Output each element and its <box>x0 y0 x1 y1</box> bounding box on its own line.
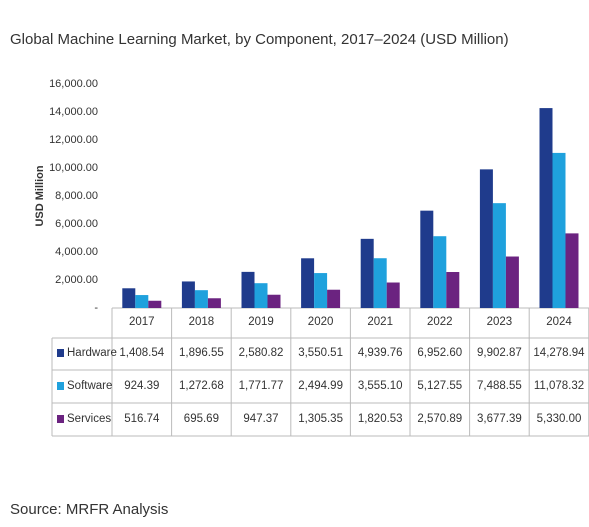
value-label: 5,330.00 <box>537 413 582 425</box>
y-tick-label: 6,000.00 <box>55 218 98 230</box>
value-label: 9,902.87 <box>477 347 522 359</box>
bar <box>254 283 268 308</box>
value-label: 3,677.39 <box>477 413 522 425</box>
x-tick-label: 2017 <box>129 316 155 328</box>
bar <box>433 236 447 308</box>
y-tick-label: 14,000.00 <box>49 106 98 118</box>
value-label: 1,305.35 <box>298 413 343 425</box>
bar <box>122 288 136 308</box>
bar <box>492 203 506 308</box>
value-label: 3,550.51 <box>298 347 343 359</box>
bar <box>207 298 221 308</box>
source: Source: MRFR Analysis <box>10 501 168 518</box>
x-tick-label: 2023 <box>487 316 513 328</box>
legend-swatch <box>57 349 64 357</box>
value-label: 1,820.53 <box>358 413 403 425</box>
bar <box>135 295 149 308</box>
bar <box>446 272 460 308</box>
x-tick-label: 2020 <box>308 316 334 328</box>
value-label: 1,896.55 <box>179 347 224 359</box>
value-label: 3,555.10 <box>358 380 403 392</box>
x-tick-label: 2018 <box>189 316 215 328</box>
value-label: 947.37 <box>243 413 278 425</box>
bar <box>360 238 374 308</box>
y-tick-label: 8,000.00 <box>55 190 98 202</box>
value-label: 924.39 <box>124 380 159 392</box>
value-label: 1,272.68 <box>179 380 224 392</box>
value-label: 2,494.99 <box>298 380 343 392</box>
value-label: 6,952.60 <box>417 347 462 359</box>
bar <box>420 210 434 308</box>
y-tick-label: - <box>94 302 98 314</box>
bar <box>314 273 328 308</box>
bar <box>373 258 387 308</box>
value-label: 2,570.89 <box>417 413 462 425</box>
value-label: 5,127.55 <box>417 380 462 392</box>
y-tick-label: 4,000.00 <box>55 246 98 258</box>
legend-label: Software <box>67 380 112 392</box>
bar <box>505 256 519 308</box>
bar <box>194 290 208 308</box>
x-tick-label: 2021 <box>367 316 393 328</box>
legend-swatch <box>57 415 64 423</box>
chart-title: Global Machine Learning Market, by Compo… <box>10 31 509 48</box>
bar <box>327 289 341 308</box>
value-label: 695.69 <box>184 413 219 425</box>
bar <box>386 282 400 308</box>
bar <box>479 169 493 308</box>
value-label: 2,580.82 <box>239 347 284 359</box>
bar <box>148 300 162 308</box>
value-label: 1,408.54 <box>119 347 164 359</box>
value-label: 7,488.55 <box>477 380 522 392</box>
legend-label: Services <box>67 413 111 425</box>
x-tick-label: 2022 <box>427 316 453 328</box>
x-tick-label: 2019 <box>248 316 274 328</box>
value-label: 516.74 <box>124 413 160 425</box>
bar <box>539 108 553 308</box>
value-label: 1,771.77 <box>239 380 284 392</box>
legend-label: Hardware <box>67 347 117 359</box>
value-label: 4,939.76 <box>358 347 403 359</box>
bar <box>267 294 281 308</box>
x-tick-label: 2024 <box>546 316 572 328</box>
value-label: 11,078.32 <box>534 380 584 392</box>
bar <box>301 258 315 308</box>
bar <box>181 281 195 308</box>
legend-swatch <box>57 382 64 390</box>
y-axis-label: USD Million <box>34 165 46 226</box>
bar <box>241 271 255 308</box>
y-tick-label: 10,000.00 <box>49 162 98 174</box>
bar <box>552 152 566 308</box>
y-tick-label: 16,000.00 <box>49 78 98 90</box>
bar <box>565 233 579 308</box>
y-tick-label: 2,000.00 <box>55 274 98 286</box>
value-label: 14,278.94 <box>533 347 585 359</box>
y-tick-label: 12,000.00 <box>49 134 98 146</box>
